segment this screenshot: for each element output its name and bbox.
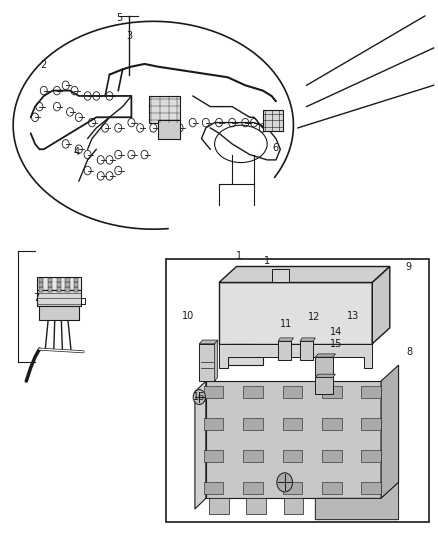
Bar <box>48 278 52 282</box>
Text: 3: 3 <box>126 31 132 41</box>
Polygon shape <box>37 277 81 290</box>
Polygon shape <box>372 266 390 344</box>
Bar <box>322 418 342 430</box>
Text: 1: 1 <box>264 256 270 266</box>
Polygon shape <box>315 482 399 520</box>
Bar <box>322 386 342 398</box>
Bar <box>204 450 223 462</box>
Bar <box>361 450 381 462</box>
Bar <box>65 278 70 282</box>
Text: 1: 1 <box>236 251 242 261</box>
Bar <box>48 282 52 287</box>
Text: 14: 14 <box>330 327 343 336</box>
Bar <box>209 498 229 514</box>
Bar <box>322 482 342 494</box>
Polygon shape <box>278 341 291 360</box>
FancyBboxPatch shape <box>263 110 283 131</box>
Polygon shape <box>219 282 372 344</box>
Bar <box>39 278 43 282</box>
Polygon shape <box>300 338 315 341</box>
Polygon shape <box>219 344 372 368</box>
Text: 12: 12 <box>308 312 321 322</box>
Bar <box>361 418 381 430</box>
Bar <box>65 287 70 292</box>
Bar <box>57 282 61 287</box>
Bar <box>283 498 303 514</box>
Polygon shape <box>272 269 289 282</box>
Polygon shape <box>37 290 81 306</box>
Bar <box>57 287 61 292</box>
Polygon shape <box>219 266 390 282</box>
Bar <box>283 450 302 462</box>
Bar <box>74 287 78 292</box>
Circle shape <box>277 473 293 492</box>
Bar <box>39 282 43 287</box>
Text: 6: 6 <box>272 143 278 153</box>
Text: 11: 11 <box>280 319 292 329</box>
Text: 9: 9 <box>405 262 411 271</box>
Polygon shape <box>199 340 218 344</box>
Bar <box>243 450 263 462</box>
Text: 5: 5 <box>116 13 122 23</box>
Bar <box>358 498 378 514</box>
Bar <box>65 282 70 287</box>
Polygon shape <box>228 344 263 365</box>
Text: 16: 16 <box>193 392 205 402</box>
Bar <box>321 498 341 514</box>
Circle shape <box>193 390 205 405</box>
Bar <box>243 386 263 398</box>
Bar <box>204 418 223 430</box>
Text: 2: 2 <box>41 60 47 70</box>
FancyBboxPatch shape <box>158 120 180 139</box>
Polygon shape <box>315 357 333 376</box>
Bar <box>74 282 78 287</box>
Polygon shape <box>206 381 381 498</box>
Bar <box>322 450 342 462</box>
Polygon shape <box>215 340 218 381</box>
Text: 8: 8 <box>406 347 413 357</box>
Polygon shape <box>195 381 206 509</box>
Text: 4: 4 <box>74 147 80 157</box>
Bar <box>361 482 381 494</box>
Text: 7: 7 <box>33 294 39 303</box>
Text: 10: 10 <box>182 311 194 320</box>
Bar <box>361 386 381 398</box>
Bar <box>283 386 302 398</box>
Bar <box>204 386 223 398</box>
Polygon shape <box>315 377 333 394</box>
Bar <box>283 482 302 494</box>
Bar <box>246 498 266 514</box>
Bar <box>48 287 52 292</box>
Text: 15: 15 <box>330 339 343 349</box>
Bar <box>39 287 43 292</box>
Polygon shape <box>39 306 79 320</box>
Polygon shape <box>315 374 336 377</box>
Polygon shape <box>278 338 293 341</box>
Bar <box>283 418 302 430</box>
Polygon shape <box>381 365 399 498</box>
FancyBboxPatch shape <box>149 96 180 123</box>
Bar <box>57 278 61 282</box>
Bar <box>204 482 223 494</box>
Bar <box>243 482 263 494</box>
Polygon shape <box>315 354 336 357</box>
Bar <box>243 418 263 430</box>
Polygon shape <box>300 341 313 360</box>
Polygon shape <box>199 344 215 381</box>
Bar <box>74 278 78 282</box>
Text: 13: 13 <box>346 311 359 320</box>
